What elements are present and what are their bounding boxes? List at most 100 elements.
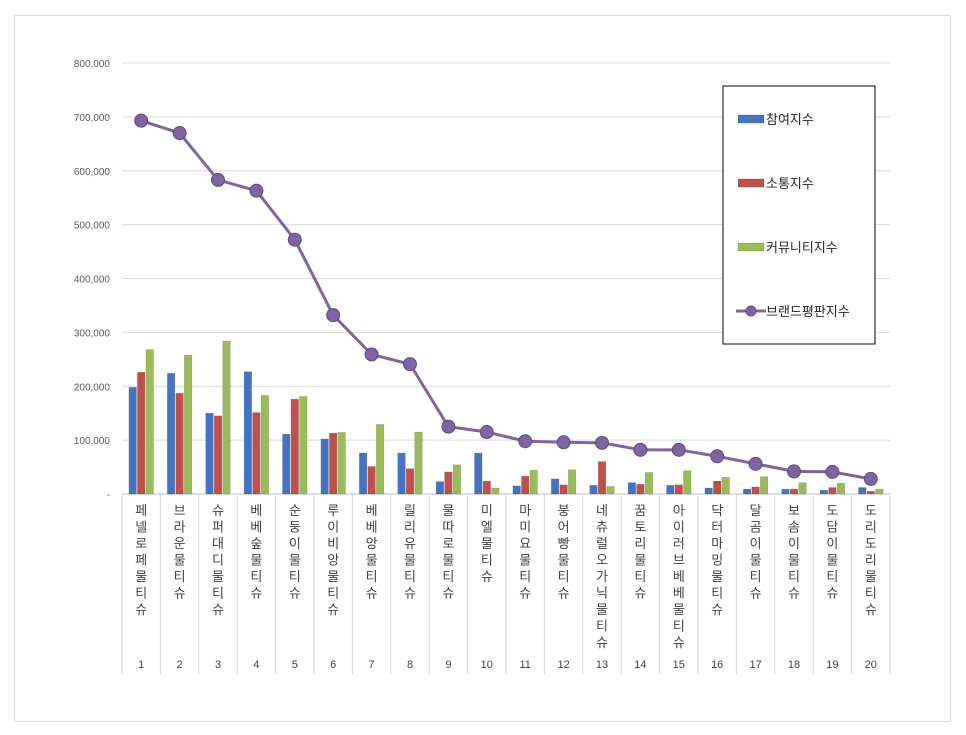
bar [491, 487, 500, 495]
line-series [134, 113, 878, 486]
bar [636, 484, 645, 495]
rank-number: 9 [445, 659, 451, 671]
bar [760, 476, 769, 495]
bar [474, 452, 483, 495]
bar [222, 340, 231, 495]
line-point [671, 442, 686, 457]
bar [751, 486, 760, 495]
bar [598, 461, 606, 495]
bar [551, 478, 560, 495]
rank-number: 6 [330, 659, 336, 671]
line-point [172, 126, 187, 141]
rank-number: 2 [177, 659, 183, 671]
line-point [134, 113, 149, 128]
bar [713, 480, 722, 495]
rank-number: 10 [481, 659, 493, 671]
bar [858, 487, 867, 495]
bar [282, 433, 291, 495]
bar [836, 482, 845, 495]
rank-number: 15 [673, 659, 685, 671]
bar [299, 396, 308, 495]
legend-box [722, 85, 876, 345]
line-point [825, 464, 840, 479]
bar [452, 464, 461, 495]
bar [683, 470, 692, 495]
line-point [441, 419, 456, 434]
line-point [249, 183, 264, 198]
y-tick-label: 800,000 [74, 59, 111, 70]
bar [482, 480, 491, 495]
bar [175, 393, 184, 495]
bar [320, 438, 329, 495]
y-tick-label: 400,000 [74, 275, 111, 286]
bar [243, 371, 252, 495]
bar [559, 484, 568, 495]
line-point [479, 425, 494, 440]
bar [875, 488, 884, 495]
x-axis: 페 넬 로 페 물 티 슈 1 브 라 운 물 티 슈 2 슈 퍼 대 디 물 티 슈 3 베 베 숲 물 티 슈 4 순 둥 이 물 티 슈 5 루 이 비… [121, 494, 891, 675]
bar [819, 489, 828, 495]
rank-number: 1 [138, 659, 144, 671]
line-point [518, 434, 533, 449]
legend-swatch [737, 114, 765, 124]
bar [529, 470, 538, 495]
bar [781, 488, 790, 495]
rank-number: 17 [749, 659, 761, 671]
bar [337, 432, 346, 495]
bar [184, 354, 193, 495]
bar [589, 485, 598, 495]
rank-number: 16 [711, 659, 723, 671]
bar [790, 488, 798, 495]
rank-number: 4 [253, 659, 259, 671]
bar [704, 487, 713, 495]
rank-number: 12 [557, 659, 569, 671]
line-point [595, 435, 609, 450]
legend-swatch [737, 242, 765, 252]
rank-number: 7 [369, 659, 375, 671]
y-tick-label: 500,000 [74, 221, 111, 232]
bar [674, 484, 683, 495]
y-tick-label: 100,000 [74, 436, 111, 447]
bar [512, 485, 521, 495]
line-point [403, 357, 417, 372]
legend-swatch [737, 178, 765, 188]
rank-number: 5 [292, 659, 298, 671]
bar [644, 472, 653, 495]
bar [721, 477, 730, 495]
bar [521, 475, 530, 495]
rank-number: 20 [865, 659, 877, 671]
line-point [556, 435, 571, 450]
line-point [326, 308, 341, 323]
line-point [211, 172, 225, 187]
bar [828, 487, 837, 495]
y-tick-label: 600,000 [74, 167, 111, 178]
bar [128, 387, 137, 495]
bar [397, 452, 406, 495]
y-tick-label: 700,000 [74, 113, 111, 124]
line-point [364, 347, 379, 362]
y-axis: - 100,000 200,000 300,000 400,000 500,000 600,… [74, 59, 111, 501]
bar [359, 452, 368, 495]
bar [414, 431, 423, 495]
line-point [633, 442, 648, 457]
y-tick-label: 300,000 [74, 328, 111, 339]
bar-series [128, 340, 884, 495]
rank-number: 3 [215, 659, 221, 671]
bar [329, 432, 338, 495]
line-point [710, 449, 725, 464]
y-tick-label: 200,000 [74, 382, 111, 393]
